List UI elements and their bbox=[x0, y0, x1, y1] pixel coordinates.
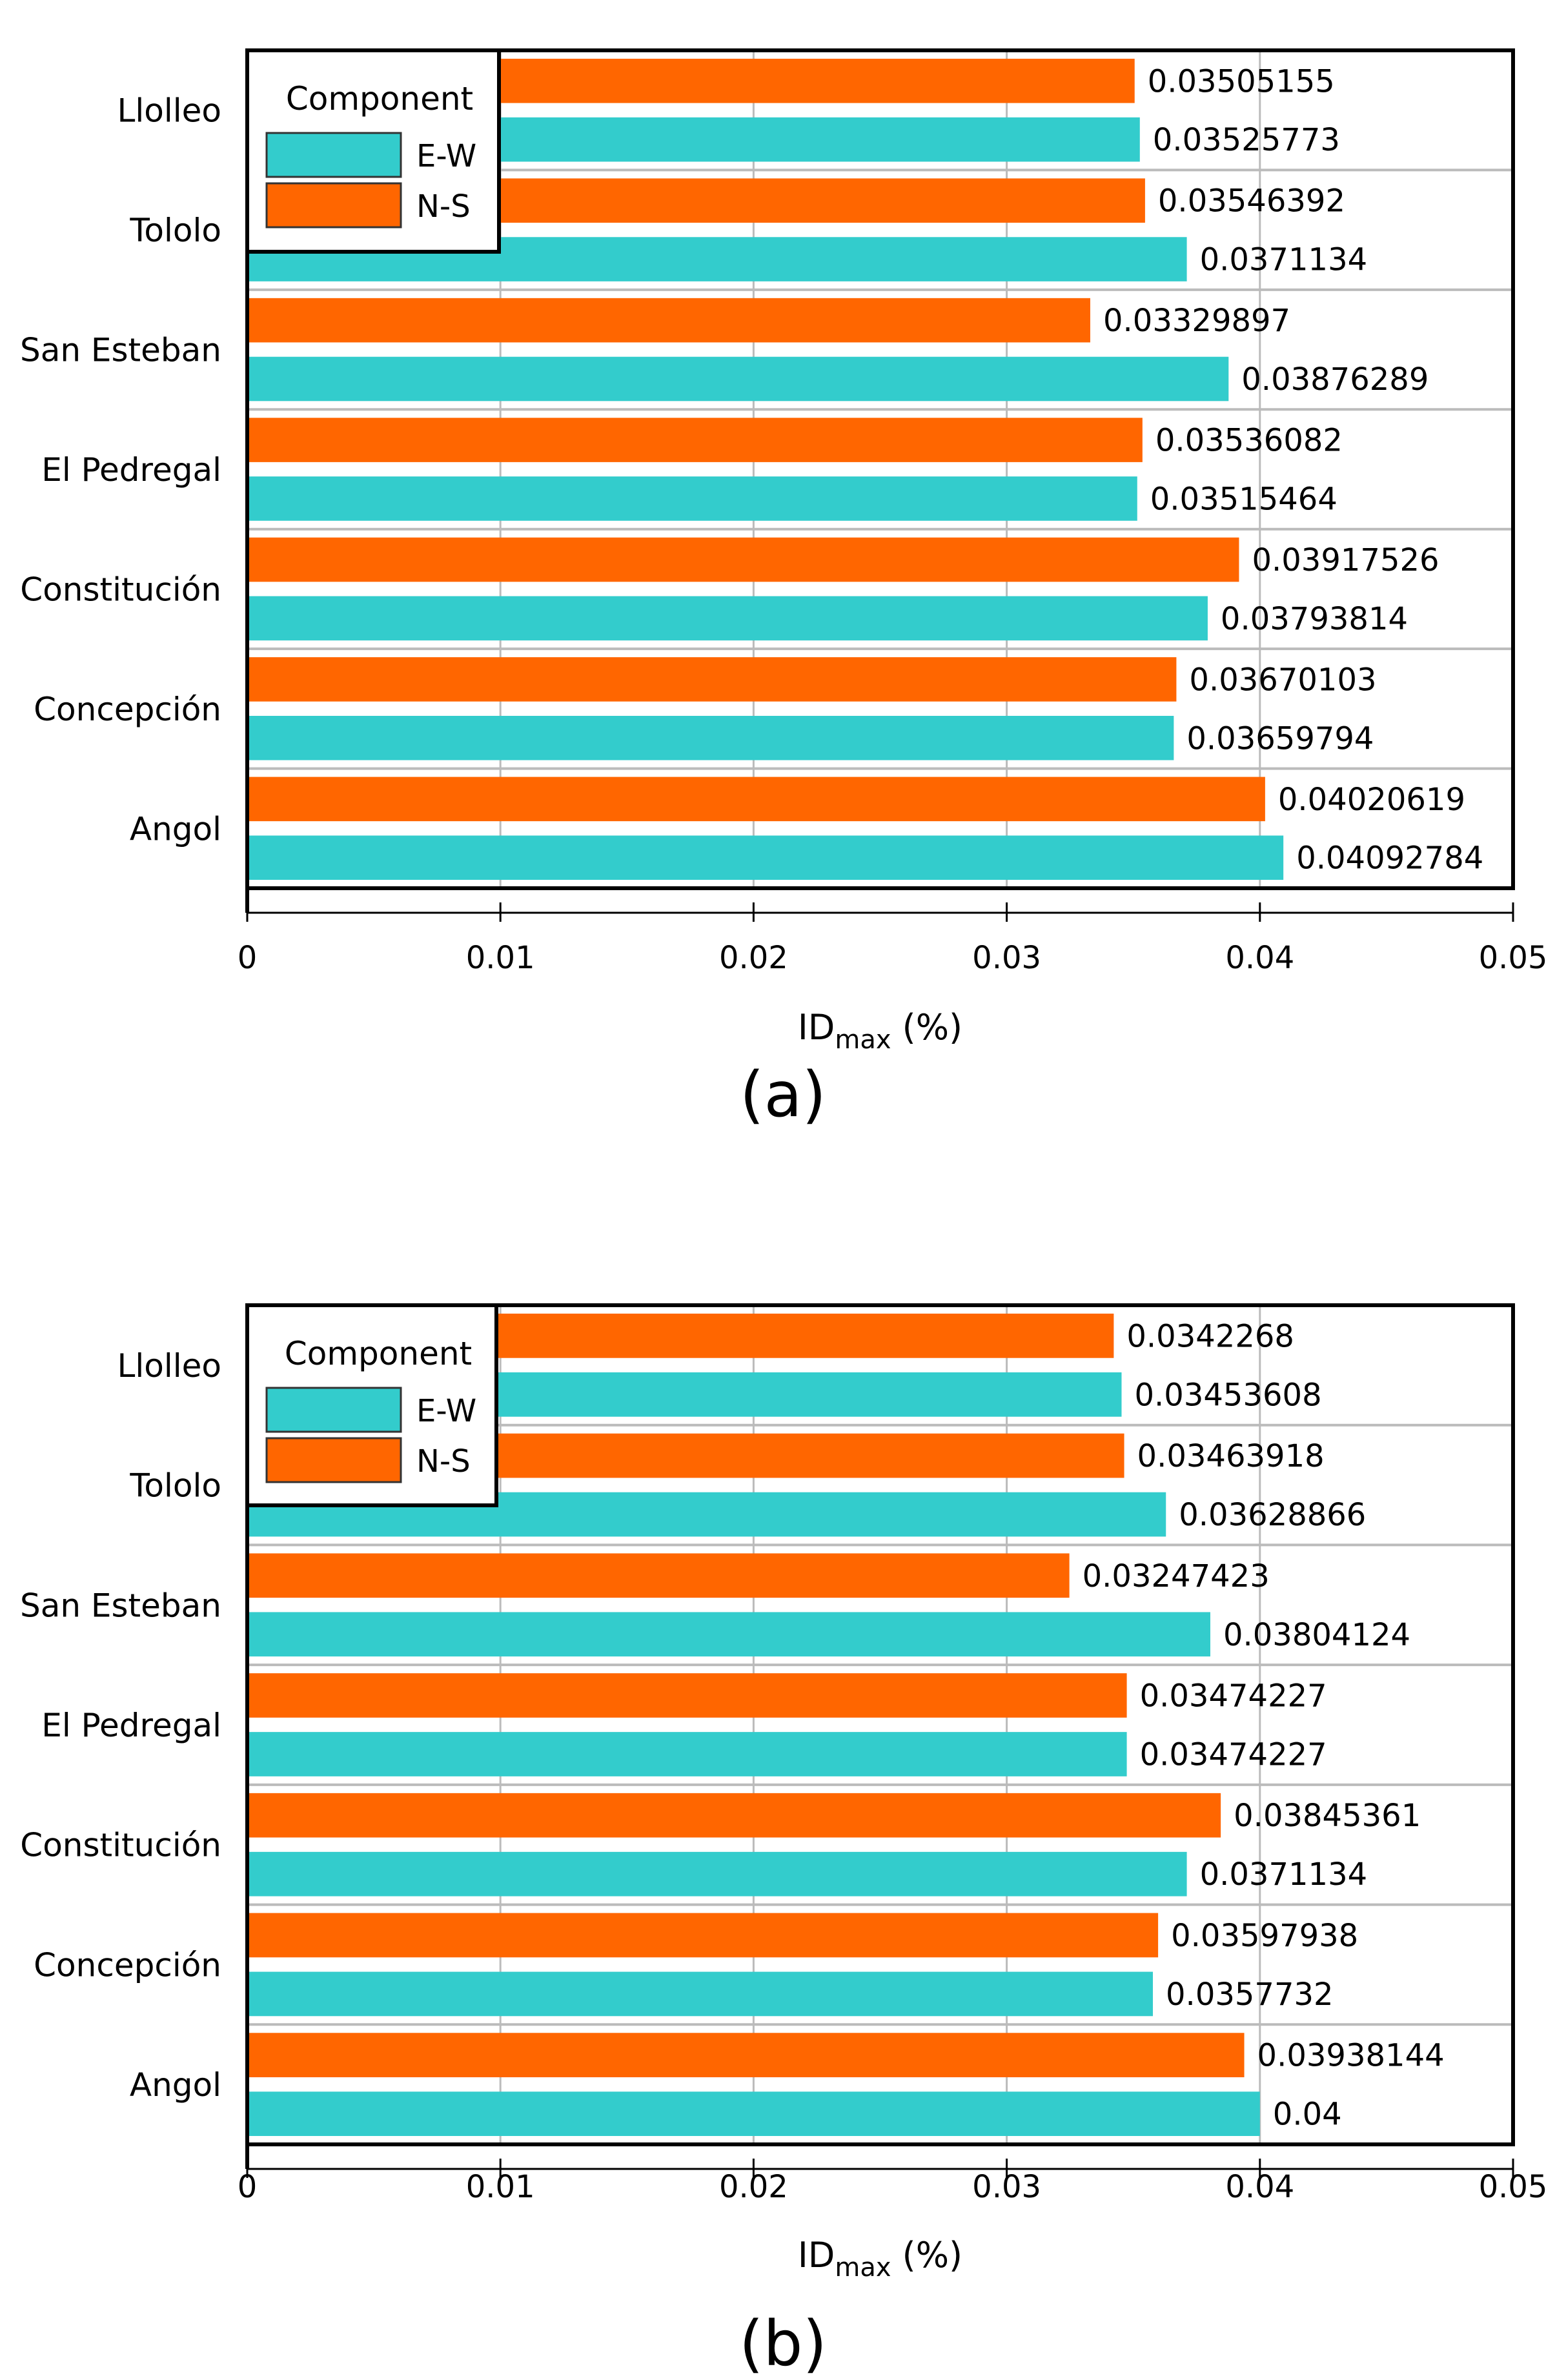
data-label-ns: 0.03670103 bbox=[1189, 662, 1376, 698]
category-label: El Pedregal bbox=[41, 451, 221, 489]
data-label-ns: 0.03917526 bbox=[1252, 542, 1439, 578]
bar-ew bbox=[247, 835, 1283, 880]
x-tick-label: 0 bbox=[238, 940, 258, 976]
legend-swatch-ns bbox=[267, 183, 401, 227]
data-label-ns: 0.03938144 bbox=[1257, 2038, 1445, 2074]
data-label-ew: 0.04 bbox=[1273, 2097, 1342, 2133]
chart-panel-a: 0.03505155 0.03525773 Llolleo 0.03546392 0.0… bbox=[20, 50, 1547, 1055]
bar-ew bbox=[247, 596, 1208, 641]
data-label-ns: 0.03536082 bbox=[1155, 423, 1343, 459]
x-axis-title-main: ID bbox=[798, 2235, 835, 2275]
data-label-ns: 0.03505155 bbox=[1148, 63, 1335, 99]
x-tick-label: 0.01 bbox=[466, 940, 535, 976]
figure: 0.03505155 0.03525773 Llolleo 0.03546392 0.0… bbox=[0, 0, 1566, 2375]
chart-panel-b: 0.0342268 0.03453608 Llolleo 0.03463918 0.03… bbox=[20, 1305, 1547, 2283]
x-tick-label: 0.04 bbox=[1225, 940, 1294, 976]
bar-ew bbox=[247, 1732, 1127, 1776]
x-tick-label: 0.02 bbox=[719, 940, 788, 976]
legend-swatch-ew bbox=[267, 1388, 401, 1432]
category-label: Concepción bbox=[34, 1946, 221, 1984]
bar-ew bbox=[247, 1852, 1187, 1897]
x-tick-label: 0.04 bbox=[1225, 2169, 1294, 2205]
legend-label-ns: N-S bbox=[416, 188, 471, 225]
data-label-ew: 0.03525773 bbox=[1153, 122, 1340, 158]
bar-ew bbox=[247, 716, 1174, 760]
data-label-ns: 0.03546392 bbox=[1158, 183, 1345, 219]
bar-ew bbox=[247, 1972, 1153, 2017]
data-label-ew: 0.0371134 bbox=[1200, 1856, 1368, 1893]
data-label-ew: 0.04092784 bbox=[1296, 840, 1483, 877]
category-label: Tololo bbox=[129, 212, 221, 249]
bar-ns bbox=[247, 1913, 1158, 1958]
category-label: Llolleo bbox=[117, 92, 221, 130]
category-label: Llolleo bbox=[117, 1347, 221, 1385]
data-label-ew: 0.03515464 bbox=[1150, 481, 1337, 517]
data-label-ns: 0.03845361 bbox=[1234, 1798, 1421, 1834]
data-label-ew: 0.03628866 bbox=[1179, 1497, 1366, 1533]
data-label-ns: 0.03329897 bbox=[1103, 303, 1290, 339]
legend-swatch-ns bbox=[267, 1438, 401, 1482]
data-label-ns: 0.03597938 bbox=[1171, 1918, 1358, 1954]
category-label: San Esteban bbox=[20, 1587, 221, 1624]
data-label-ew: 0.03876289 bbox=[1241, 361, 1429, 398]
data-label-ns: 0.04020619 bbox=[1278, 782, 1465, 818]
bar-ew bbox=[247, 2091, 1260, 2136]
panel-label-b: (b) bbox=[0, 2308, 1566, 2380]
panel-label-a: (a) bbox=[0, 1059, 1566, 1131]
x-tick-label: 0.02 bbox=[719, 2169, 788, 2205]
bar-ns bbox=[247, 298, 1090, 343]
x-tick-label: 0.01 bbox=[466, 2169, 535, 2205]
category-label: Concepción bbox=[34, 691, 221, 728]
x-tick-label: 0.03 bbox=[972, 940, 1041, 976]
category-label: Constitución bbox=[20, 571, 221, 608]
x-axis-title-main: ID bbox=[798, 1007, 835, 1048]
bar-ns bbox=[247, 1793, 1221, 1838]
data-label-ns: 0.0342268 bbox=[1126, 1318, 1294, 1354]
data-label-ew: 0.03659794 bbox=[1186, 720, 1374, 757]
x-axis-title-unit: (%) bbox=[891, 1007, 963, 1048]
bar-ns bbox=[247, 418, 1143, 462]
data-label-ew: 0.0357732 bbox=[1166, 1977, 1334, 2013]
bar-ns bbox=[247, 657, 1176, 702]
data-label-ew: 0.0371134 bbox=[1200, 242, 1368, 278]
legend-label-ns: N-S bbox=[416, 1443, 471, 1480]
data-label-ns: 0.03463918 bbox=[1137, 1438, 1325, 1474]
x-axis-title-unit: (%) bbox=[891, 2235, 963, 2275]
bar-ns bbox=[247, 538, 1239, 582]
x-tick-label: 0 bbox=[238, 2169, 258, 2205]
legend-label-ew: E-W bbox=[416, 138, 476, 174]
category-label: Angol bbox=[130, 810, 221, 848]
bar-ns bbox=[247, 1673, 1127, 1718]
data-label-ns: 0.03474227 bbox=[1140, 1678, 1327, 1714]
bar-ew bbox=[247, 1612, 1210, 1656]
x-tick-label: 0.03 bbox=[972, 2169, 1041, 2205]
bar-ns bbox=[247, 2033, 1245, 2077]
x-axis-title: IDmax (%) bbox=[798, 1007, 962, 1055]
legend-label-ew: E-W bbox=[416, 1393, 476, 1429]
legend-title: Component bbox=[285, 1335, 472, 1372]
category-label: Tololo bbox=[129, 1467, 221, 1505]
category-label: San Esteban bbox=[20, 332, 221, 369]
bar-ew bbox=[247, 357, 1228, 402]
x-axis-title: IDmax (%) bbox=[798, 2235, 962, 2283]
bar-ew bbox=[247, 476, 1137, 521]
x-tick-label: 0.05 bbox=[1479, 2169, 1548, 2205]
data-label-ew: 0.03793814 bbox=[1221, 601, 1408, 637]
data-label-ns: 0.03247423 bbox=[1083, 1558, 1270, 1594]
data-label-ew: 0.03453608 bbox=[1135, 1377, 1322, 1413]
data-label-ew: 0.03474227 bbox=[1140, 1737, 1327, 1773]
data-label-ew: 0.03804124 bbox=[1223, 1617, 1410, 1653]
category-label: Angol bbox=[130, 2066, 221, 2104]
bar-ns bbox=[247, 1553, 1070, 1598]
category-label: Constitución bbox=[20, 1827, 221, 1864]
x-tick-label: 0.05 bbox=[1479, 940, 1548, 976]
x-axis-title-sub: max bbox=[835, 2253, 891, 2283]
legend-title: Component bbox=[286, 80, 473, 117]
x-axis-title-sub: max bbox=[835, 1025, 891, 1055]
legend-swatch-ew bbox=[267, 133, 401, 177]
bar-ns bbox=[247, 777, 1265, 822]
category-label: El Pedregal bbox=[41, 1707, 221, 1744]
